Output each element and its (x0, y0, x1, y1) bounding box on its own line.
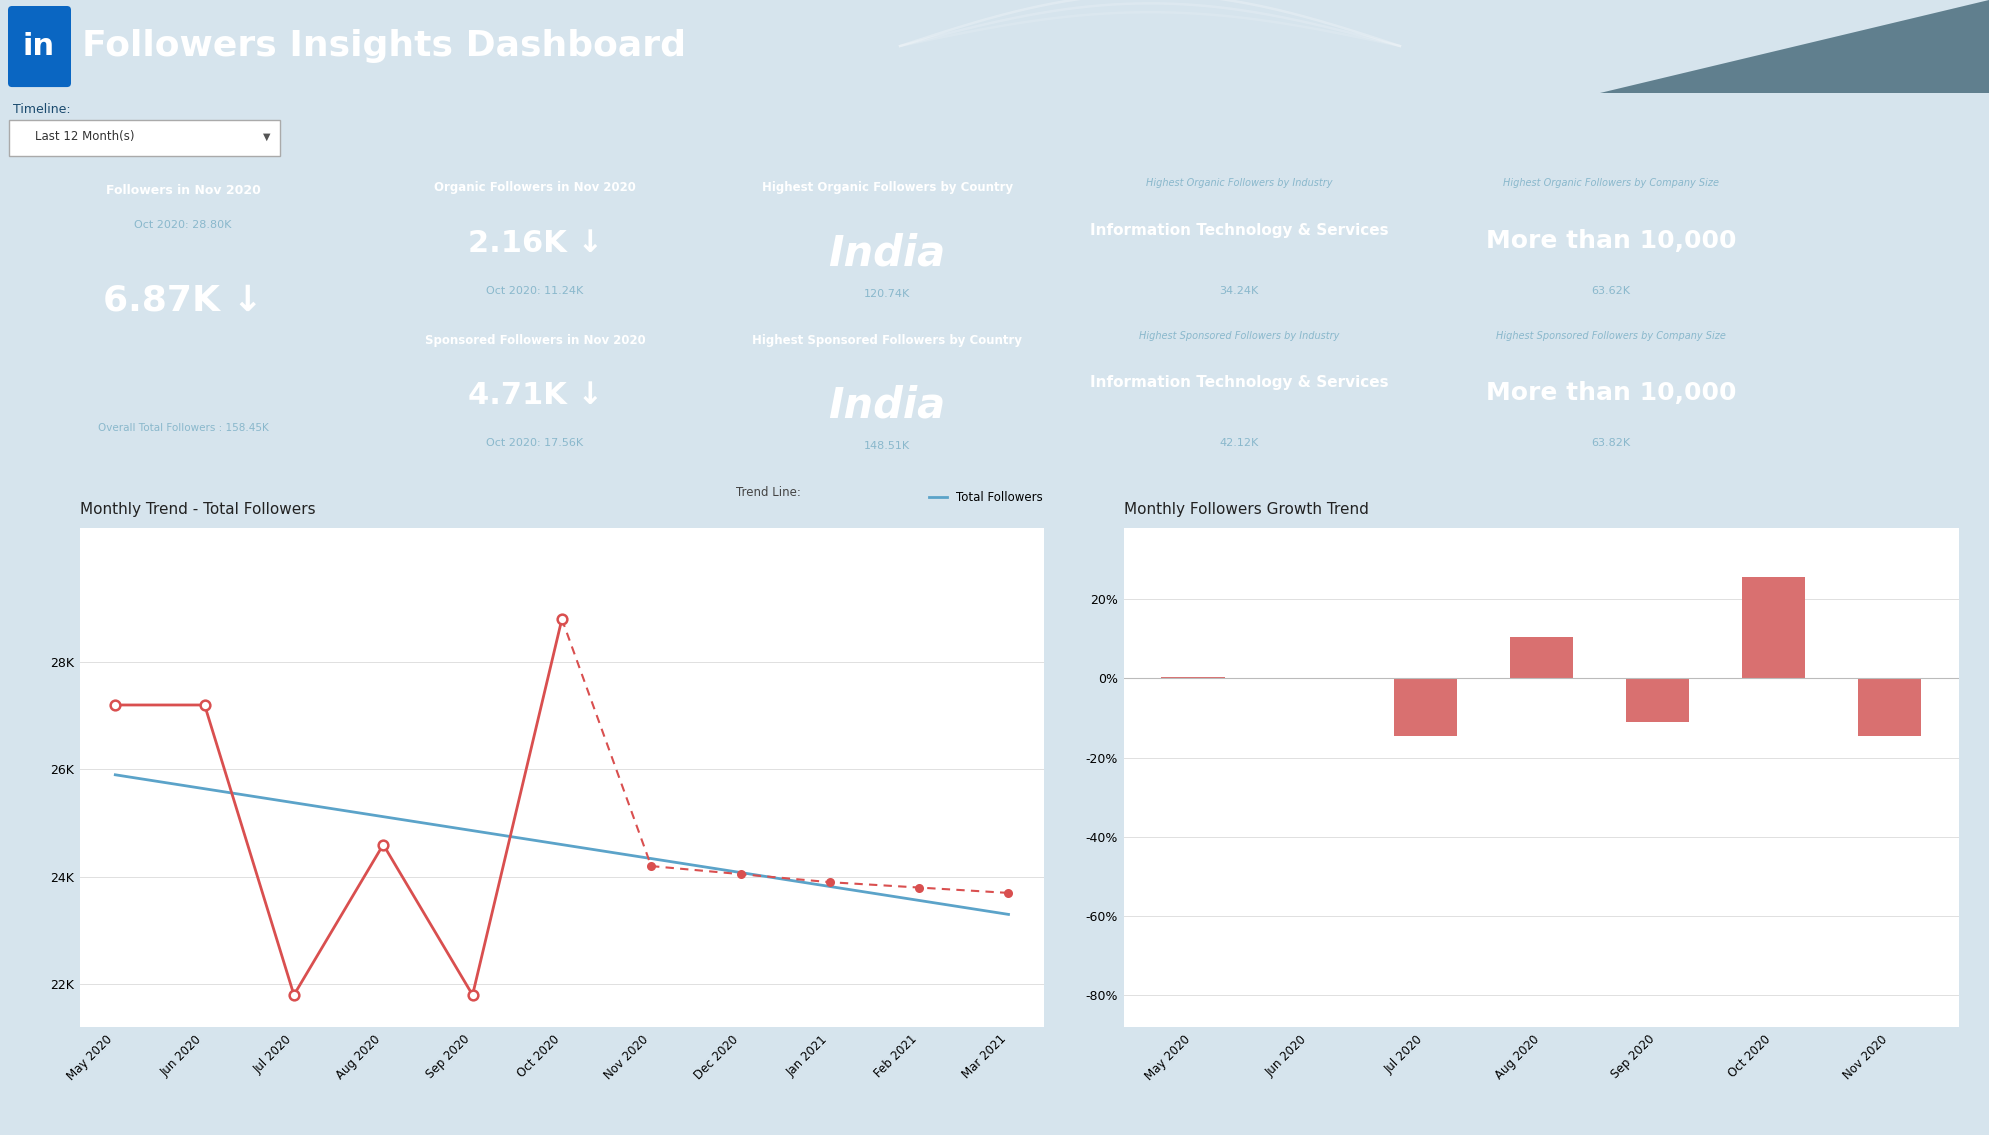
Polygon shape (1599, 0, 1989, 93)
Text: Timeline:: Timeline: (14, 103, 72, 116)
Text: Oct 2020: 28.80K: Oct 2020: 28.80K (135, 220, 231, 230)
Bar (1625, 679, 1689, 722)
Text: Organic Followers in Nov 2020: Organic Followers in Nov 2020 (434, 182, 636, 194)
Text: Highest Organic Followers by Industry: Highest Organic Followers by Industry (1146, 178, 1333, 188)
Text: India: India (829, 233, 945, 275)
Text: 2.16K ↓: 2.16K ↓ (467, 229, 603, 259)
Text: Sponsored Followers in Nov 2020: Sponsored Followers in Nov 2020 (426, 334, 644, 346)
Text: Information Technology & Services: Information Technology & Services (1090, 224, 1388, 238)
Text: India: India (829, 385, 945, 427)
Text: Last 12 Month(s): Last 12 Month(s) (36, 131, 135, 143)
Bar (1858, 679, 1921, 735)
Text: Information Technology & Services: Information Technology & Services (1090, 376, 1388, 390)
Text: Monthly Trend - Total Followers: Monthly Trend - Total Followers (80, 502, 314, 516)
Text: Highest Organic Followers by Company Size: Highest Organic Followers by Company Siz… (1504, 178, 1718, 188)
Text: More than 10,000: More than 10,000 (1486, 229, 1736, 253)
Text: in: in (24, 32, 56, 60)
Bar (1742, 578, 1806, 679)
Text: Oct 2020: 17.56K: Oct 2020: 17.56K (487, 438, 583, 448)
Text: 63.62K: 63.62K (1591, 286, 1631, 296)
Bar (1510, 637, 1573, 679)
Bar (1162, 676, 1225, 679)
Bar (1394, 679, 1458, 735)
Text: Highest Sponsored Followers by Company Size: Highest Sponsored Followers by Company S… (1496, 330, 1726, 340)
Text: Followers in Nov 2020: Followers in Nov 2020 (105, 184, 261, 196)
Text: Trend Line:: Trend Line: (736, 486, 800, 499)
Text: Highest Sponsored Followers by Industry: Highest Sponsored Followers by Industry (1140, 330, 1339, 340)
Text: 120.74K: 120.74K (863, 289, 911, 300)
Text: Oct 2020: 11.24K: Oct 2020: 11.24K (487, 286, 583, 296)
Text: Overall Total Followers : 158.45K: Overall Total Followers : 158.45K (97, 423, 269, 432)
Text: 4.71K ↓: 4.71K ↓ (467, 381, 603, 411)
Text: 6.87K ↓: 6.87K ↓ (103, 284, 263, 318)
Text: 42.12K: 42.12K (1219, 438, 1259, 448)
Text: Highest Organic Followers by Country: Highest Organic Followers by Country (762, 182, 1012, 194)
Text: ▼: ▼ (263, 132, 271, 142)
Text: Monthly Followers Growth Trend: Monthly Followers Growth Trend (1124, 502, 1368, 516)
FancyBboxPatch shape (8, 119, 280, 157)
Text: 148.51K: 148.51K (863, 442, 911, 452)
Text: Highest Sponsored Followers by Country: Highest Sponsored Followers by Country (752, 334, 1022, 346)
Text: Followers Insights Dashboard: Followers Insights Dashboard (82, 30, 686, 64)
Text: 34.24K: 34.24K (1219, 286, 1259, 296)
Text: More than 10,000: More than 10,000 (1486, 381, 1736, 405)
Text: 63.82K: 63.82K (1591, 438, 1631, 448)
FancyBboxPatch shape (8, 6, 72, 87)
